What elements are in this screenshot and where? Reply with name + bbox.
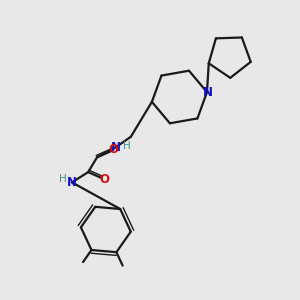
Text: N: N bbox=[203, 85, 213, 99]
Text: H: H bbox=[123, 141, 130, 151]
Text: H: H bbox=[59, 174, 67, 184]
Text: N: N bbox=[111, 141, 121, 154]
Text: O: O bbox=[108, 143, 118, 157]
Text: N: N bbox=[67, 176, 77, 189]
Text: O: O bbox=[99, 173, 110, 186]
